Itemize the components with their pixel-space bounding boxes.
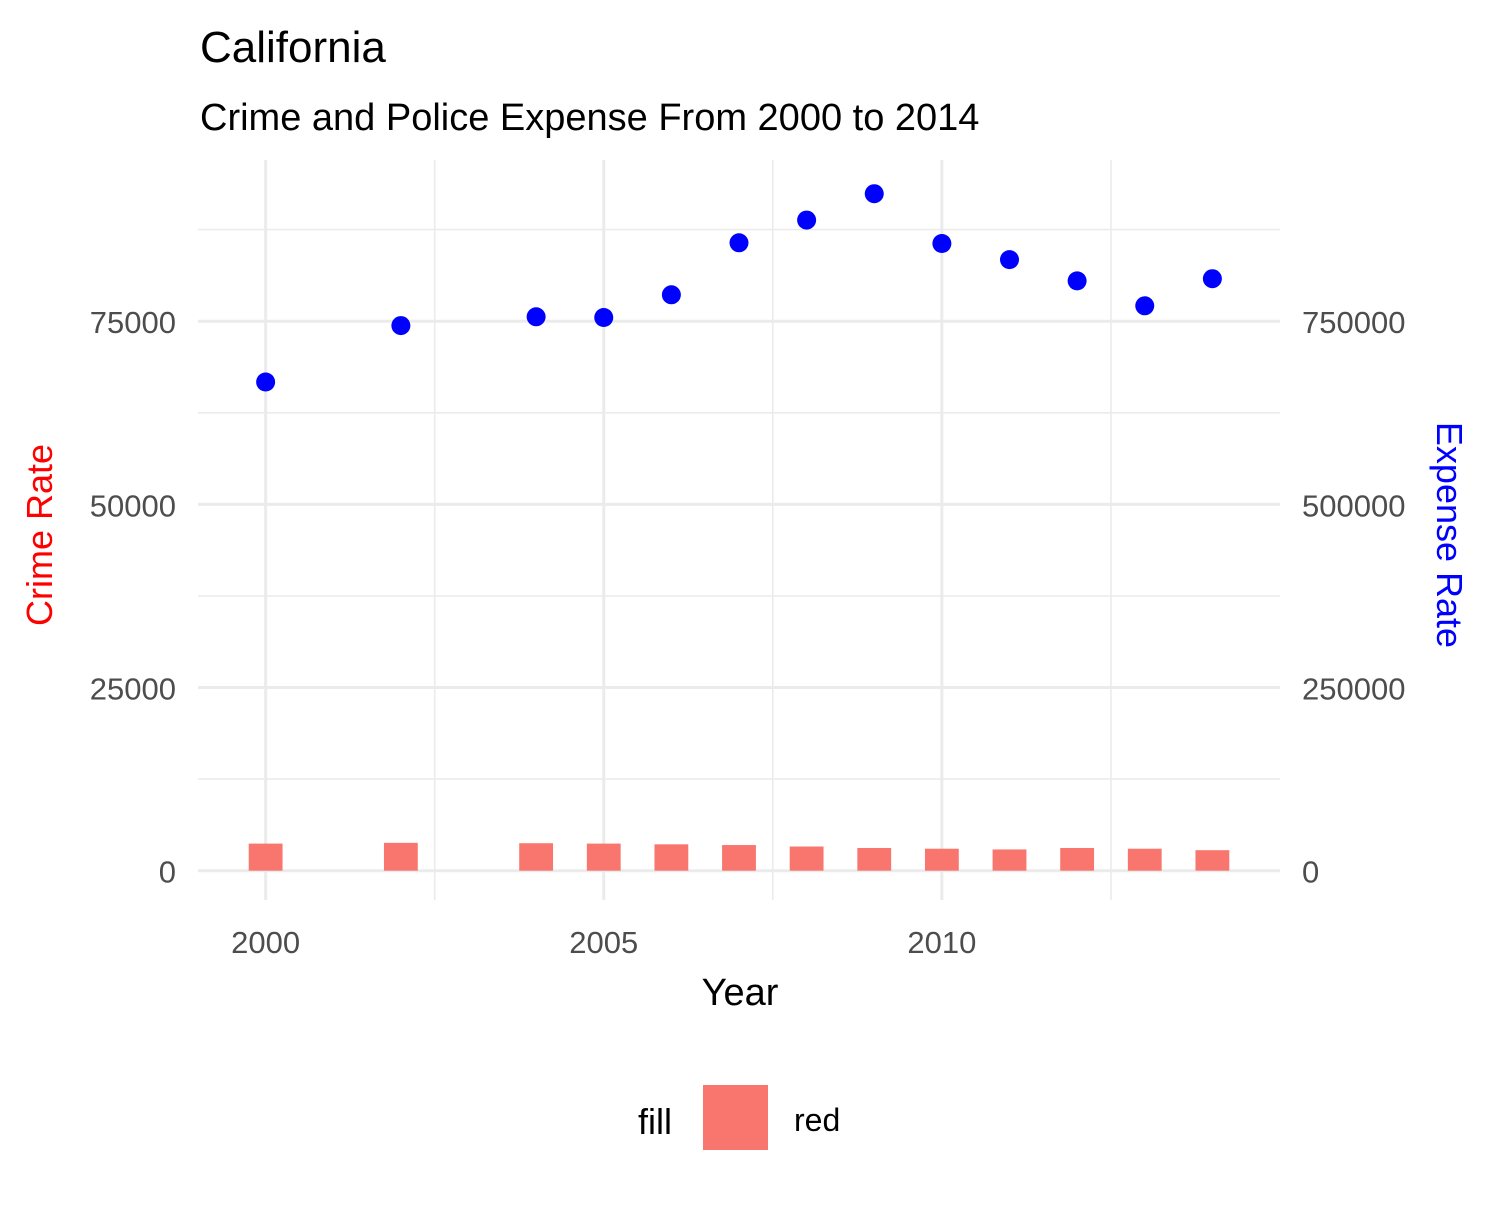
x-tick-label: 2010 [907, 925, 976, 960]
point-expense-2002 [391, 316, 411, 336]
y-tick-label-right: 250000 [1302, 672, 1405, 707]
legend-label-red: red [794, 1102, 840, 1138]
point-expense-2006 [661, 285, 681, 305]
x-axis-title: Year [702, 972, 779, 1014]
point-expense-2013 [1135, 296, 1155, 316]
point-expense-2009 [864, 184, 884, 204]
bar-crime-2009 [857, 847, 892, 871]
point-expense-2007 [729, 233, 749, 253]
bar-crime-2012 [1060, 847, 1095, 871]
y-tick-label-right: 750000 [1302, 305, 1405, 340]
bar-crime-2004 [519, 843, 554, 871]
point-expense-2004 [526, 307, 546, 327]
bar-crime-2011 [992, 849, 1027, 871]
point-expense-2000 [256, 372, 276, 392]
y-axis-title-left: Crime Rate [19, 444, 60, 626]
y-tick-label-left: 25000 [90, 672, 176, 707]
bar-crime-2006 [654, 844, 689, 871]
point-expense-2014 [1202, 269, 1222, 289]
y-tick-label-right: 0 [1302, 855, 1319, 890]
chart-subtitle: Crime and Police Expense From 2000 to 20… [200, 97, 979, 139]
bar-crime-2013 [1127, 848, 1162, 871]
legend: fill red [638, 1085, 840, 1150]
legend-key-red [703, 1085, 768, 1150]
bar-crime-2005 [586, 843, 621, 871]
y-tick-label-left: 0 [159, 855, 176, 890]
bar-crime-2014 [1195, 850, 1230, 871]
bar-crime-2000 [248, 843, 283, 871]
point-expense-2010 [932, 234, 952, 254]
point-expense-2012 [1067, 271, 1087, 291]
x-tick-label: 2000 [231, 925, 300, 960]
y-axis-title-right: Expense Rate [1429, 422, 1470, 648]
x-tick-label: 2005 [569, 925, 638, 960]
legend-title: fill [638, 1101, 672, 1142]
y-tick-label-left: 75000 [90, 305, 176, 340]
point-expense-2011 [1000, 250, 1019, 270]
y-tick-label-left: 50000 [90, 488, 176, 523]
bar-crime-2002 [383, 842, 418, 871]
bar-crime-2007 [722, 845, 756, 871]
grid-layer [198, 160, 1280, 900]
bar-crime-2010 [924, 848, 959, 871]
point-layer [256, 184, 1222, 392]
bar-layer [248, 842, 1230, 871]
point-expense-2005 [594, 308, 614, 328]
y-tick-label-right: 500000 [1302, 488, 1405, 523]
chart-title: California [200, 23, 386, 72]
bar-crime-2008 [789, 846, 824, 871]
point-expense-2008 [797, 210, 817, 230]
